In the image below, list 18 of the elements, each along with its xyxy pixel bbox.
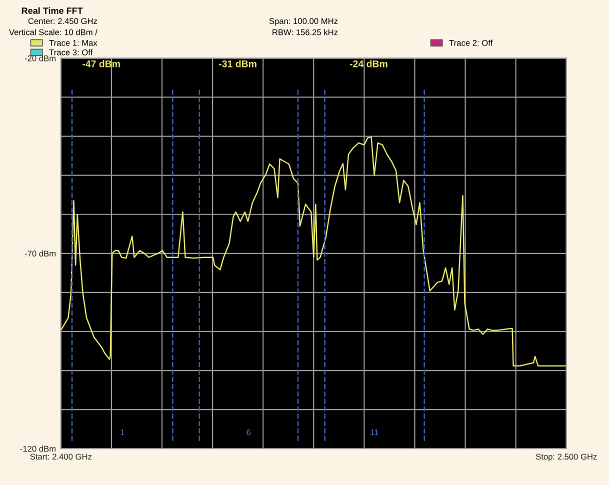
legend-label: Trace 2: Off [449, 40, 493, 46]
legend-label: Trace 1: Max [49, 40, 98, 46]
annotation: 6 [246, 429, 251, 436]
annotation: -24 dBm [350, 60, 388, 68]
legend-label: Trace 3: Off [49, 49, 93, 56]
y-tick-label: -70 dBm [24, 250, 56, 257]
annotation: -31 dBm [219, 60, 256, 68]
annotation: 1 [120, 429, 124, 436]
x-tick-label: Stop: 2.500 GHz [536, 454, 597, 462]
annotation: 11 [370, 429, 378, 436]
text: Vertical Scale: 10 dBm / [9, 29, 98, 36]
y-tick-label: -120 dBm [20, 446, 56, 452]
text: Span: 100.00 MHz [269, 18, 338, 26]
line-series [60, 136, 566, 366]
chart-title: Real Time FFT [22, 7, 83, 14]
text: Center: 2.450 GHz [28, 18, 98, 24]
x-tick-label: Start: 2.400 GHz [30, 454, 92, 460]
text: RBW: 156.25 kHz [272, 29, 338, 36]
